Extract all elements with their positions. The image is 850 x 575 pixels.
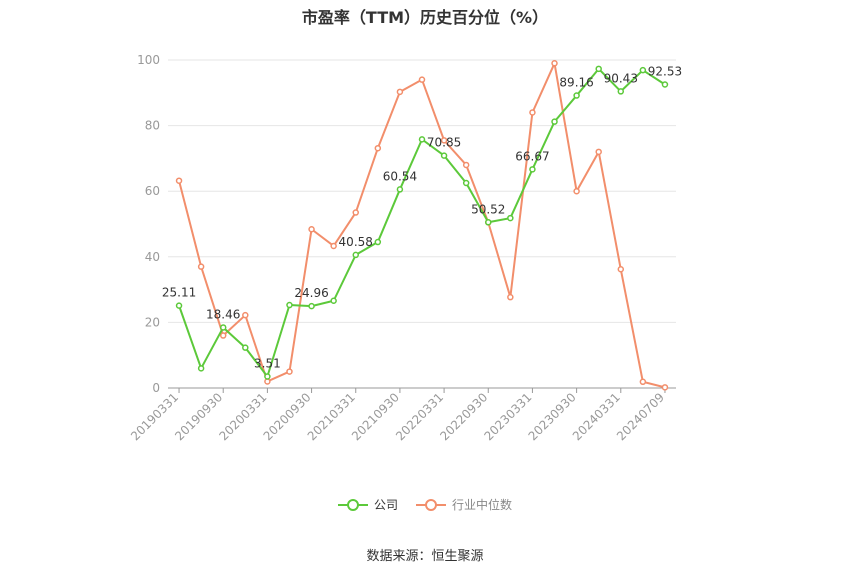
data-point-company	[462, 179, 470, 187]
data-point-industry	[639, 378, 647, 386]
data-point-company	[175, 302, 183, 309]
data-point-industry	[462, 161, 470, 169]
data-point-company	[418, 136, 426, 143]
data-label: 90.43	[604, 71, 638, 85]
data-label: 3.51	[254, 356, 281, 370]
data-label: 18.46	[206, 307, 240, 321]
data-point-company	[551, 118, 558, 125]
legend-industry-marker	[416, 498, 446, 511]
data-label: 70.85	[427, 136, 461, 150]
data-point-company	[529, 166, 536, 173]
legend-industry-label: 行业中位数	[452, 498, 513, 512]
y-tick-label: 80	[145, 119, 160, 133]
data-point-industry	[396, 88, 404, 96]
data-label: 60.54	[383, 169, 417, 183]
x-tick-label: 20240709	[614, 390, 667, 443]
legend: 公司 行业中位数	[0, 496, 850, 513]
chart-title: 市盈率（TTM）历史百分位（%）	[301, 8, 549, 27]
series-line-industry	[178, 62, 666, 389]
data-label: 50.52	[471, 202, 505, 216]
data-point-industry	[529, 109, 536, 116]
legend-item-industry[interactable]: 行业中位数	[416, 496, 512, 513]
legend-company-marker	[337, 498, 368, 511]
data-point-industry	[374, 144, 382, 152]
series-line-company	[178, 67, 666, 378]
data-point-company	[197, 365, 205, 372]
legend-company-label: 公司	[373, 498, 398, 512]
data-point-industry	[330, 242, 337, 250]
data-point-industry	[242, 311, 249, 319]
data-point-industry	[551, 60, 558, 67]
data-point-industry	[286, 368, 293, 375]
data-point-industry	[507, 293, 514, 301]
data-point-industry	[352, 209, 359, 216]
data-point-company	[485, 219, 492, 226]
data-point-industry	[175, 177, 183, 184]
data-point-industry	[617, 266, 625, 273]
data-point-industry	[308, 225, 315, 233]
data-point-industry	[219, 332, 227, 339]
data-point-company	[440, 152, 448, 159]
data-point-industry	[197, 263, 205, 270]
data-point-company	[661, 81, 669, 88]
data-point-company	[286, 301, 293, 309]
y-tick-label: 60	[145, 184, 160, 198]
data-point-company	[308, 302, 315, 310]
data-label: 66.67	[515, 149, 549, 163]
data-point-company	[330, 297, 337, 305]
data-point-industry	[595, 148, 602, 156]
legend-item-company[interactable]: 公司	[337, 496, 398, 513]
y-tick-label: 40	[145, 250, 160, 264]
data-point-company	[617, 88, 625, 95]
data-point-company	[264, 373, 271, 380]
data-point-company	[374, 238, 382, 246]
data-point-industry	[661, 384, 669, 391]
data-label: 40.58	[339, 235, 373, 249]
data-point-company	[396, 186, 404, 193]
data-point-industry	[418, 76, 426, 83]
data-point-company	[219, 324, 227, 331]
data-source: 数据来源：恒生聚源	[366, 549, 484, 564]
data-point-company	[352, 251, 359, 259]
data-point-industry	[573, 187, 580, 195]
data-point-company	[242, 344, 249, 351]
data-label: 89.16	[559, 76, 593, 90]
data-label: 92.53	[648, 65, 682, 79]
y-tick-label: 100	[137, 53, 160, 67]
data-point-industry	[440, 137, 448, 144]
data-point-company	[573, 92, 580, 99]
data-point-company	[595, 65, 602, 73]
y-tick-label: 20	[145, 315, 160, 329]
data-point-company	[639, 66, 647, 74]
data-label: 24.96	[294, 286, 328, 300]
y-tick-label: 0	[152, 381, 160, 395]
data-label: 25.11	[162, 286, 196, 300]
data-point-company	[507, 214, 514, 222]
